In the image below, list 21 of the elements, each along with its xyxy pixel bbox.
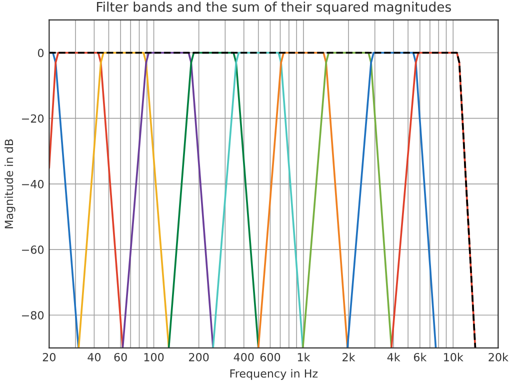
- x-tick-label: 400: [234, 352, 254, 362]
- x-tick-label: 20: [42, 352, 56, 362]
- x-tick-label: 60: [114, 352, 127, 362]
- x-tick-label: 200: [189, 352, 209, 362]
- x-axis-title: Frequency in Hz: [230, 369, 318, 380]
- x-tick-label: 10k: [444, 352, 464, 362]
- y-tick-label: −20: [22, 114, 44, 123]
- x-tick-label: 4k: [387, 352, 400, 362]
- chart-title: Filter bands and the sum of their squared magnitudes: [97, 2, 451, 14]
- y-tick-label: −40: [22, 180, 44, 188]
- y-tick-label: −80: [22, 311, 44, 320]
- y-tick-label: 0: [38, 48, 44, 58]
- x-tick-label: 100: [144, 352, 164, 362]
- x-tick-label: 1k: [298, 352, 310, 362]
- x-tick-label: 600: [260, 352, 280, 362]
- x-tick-label: 20k: [488, 352, 508, 362]
- x-tick-label: 6k: [414, 352, 427, 362]
- y-tick-label: −60: [22, 246, 44, 254]
- x-tick-label: 40: [88, 352, 101, 362]
- y-axis-title: Magnitude in dB: [4, 139, 16, 228]
- x-tick-label: 2k: [342, 352, 356, 362]
